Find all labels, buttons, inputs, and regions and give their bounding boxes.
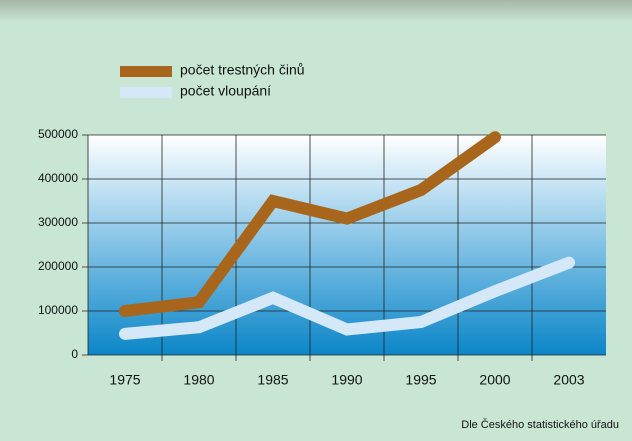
legend-swatch xyxy=(120,66,172,77)
y-tick-label: 0 xyxy=(71,347,78,361)
y-tick-label: 500000 xyxy=(38,127,78,141)
legend-swatch xyxy=(120,87,172,98)
x-tick-label: 1980 xyxy=(183,372,214,388)
source-note: Dle Českého statistického úřadu xyxy=(461,418,619,431)
y-tick-label: 400000 xyxy=(38,171,78,185)
y-tick-label: 300000 xyxy=(38,215,78,229)
x-tick-label: 2003 xyxy=(553,372,584,388)
y-tick-label: 100000 xyxy=(38,303,78,317)
x-tick-label: 1995 xyxy=(405,372,436,388)
x-tick-label: 1990 xyxy=(331,372,362,388)
x-tick-label: 1975 xyxy=(109,372,140,388)
x-tick-label: 1985 xyxy=(257,372,288,388)
plot-area xyxy=(88,135,606,355)
x-tick-label: 2000 xyxy=(479,372,510,388)
y-tick-label: 200000 xyxy=(38,259,78,273)
top-strip xyxy=(0,0,632,22)
legend-label: počet trestných činů xyxy=(180,62,305,78)
chart: Dle Českého statistického úřadu 0 100000 2… xyxy=(0,0,632,441)
legend-label: počet vloupání xyxy=(180,83,271,99)
